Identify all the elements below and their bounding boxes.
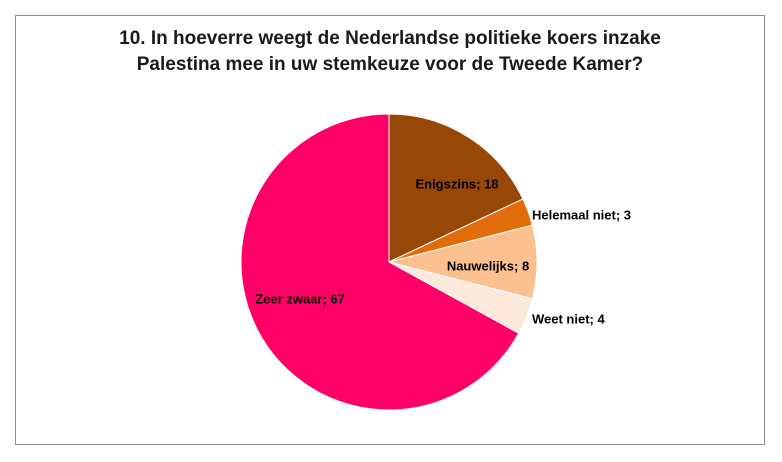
chart-title-line-1: 10. In hoeverre weegt de Nederlandse pol… [119,28,661,49]
data-label-zeer-zwaar: Zeer zwaar; 67 [255,291,345,306]
data-label-nauwelijks: Nauwelijks; 8 [447,258,529,273]
pie-slice-zeer-zwaar [240,113,520,411]
chart-title-line-2: Palestina mee in uw stemkeuze voor de Tw… [136,54,644,75]
pie-slice-enigszins [388,113,524,263]
chart-title: 10. In hoeverre weegt de Nederlandse pol… [15,26,765,78]
data-label-weet-niet: Weet niet; 4 [532,311,605,326]
data-label-enigszins: Enigszins; 18 [415,176,498,191]
data-label-helemaal-niet: Helemaal niet; 3 [532,207,631,222]
